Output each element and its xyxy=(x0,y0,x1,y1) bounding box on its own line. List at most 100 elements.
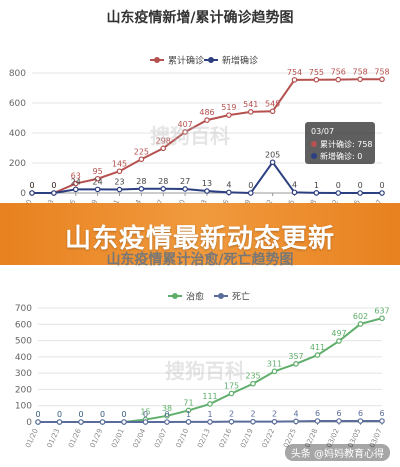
chart1-data-label: 519 xyxy=(221,103,236,112)
chart2-point xyxy=(357,418,364,424)
chart1-data-label: 0 xyxy=(29,181,34,190)
chart2-point xyxy=(336,418,342,424)
chart2-x-tick-label: 01/29 xyxy=(89,427,105,449)
chart2-legend-label: 治愈 xyxy=(186,291,204,303)
chart2-data-label: 0 xyxy=(143,410,148,419)
chart1-data-label: 28 xyxy=(136,177,146,186)
chart2-y-tick-label: 100 xyxy=(15,402,32,412)
chart2-data-label: 0 xyxy=(121,410,126,419)
chart1-point xyxy=(379,76,385,83)
chart2-point xyxy=(185,419,192,425)
chart2-data-label: 0 xyxy=(35,410,40,419)
chart1-point xyxy=(72,186,79,193)
chart1-point xyxy=(72,180,79,187)
chart2-data-label: 2 xyxy=(250,410,255,419)
chart2-data-label: 0 xyxy=(78,410,83,419)
chart2-point xyxy=(164,419,170,425)
chart1-y-tick-label: 0 xyxy=(20,189,26,199)
chart2-series-line-1 xyxy=(38,420,382,423)
chart1-legend-label: 新增确诊 xyxy=(222,55,258,67)
chart2-point xyxy=(99,419,106,425)
chart2-point xyxy=(293,361,299,367)
chart2-point xyxy=(121,419,127,425)
chart1-data-label: 63 xyxy=(71,172,81,181)
chart1-point xyxy=(204,117,210,123)
chart2-y-tick-label: 200 xyxy=(15,385,32,395)
chart1-data-label: 24 xyxy=(93,177,103,186)
chart1-point xyxy=(182,186,188,192)
chart1-data-label: 541 xyxy=(243,100,258,109)
chart2-legend-dot xyxy=(172,293,178,299)
chart1-point xyxy=(226,189,232,196)
chart1-data-label: 0 xyxy=(336,181,341,190)
chart1-point xyxy=(94,175,101,182)
chart2-data-label: 411 xyxy=(310,343,325,352)
chart1-data-label: 0 xyxy=(379,181,384,190)
chart1-point xyxy=(29,190,35,196)
chart2-point xyxy=(228,390,235,397)
chart2-data-label: 111 xyxy=(202,392,217,401)
chart2-x-tick-label: 01/23 xyxy=(46,427,62,449)
chart2-data-label: 2 xyxy=(229,410,234,419)
chart1-point xyxy=(160,145,167,152)
chart2-point xyxy=(379,418,385,424)
chart2-point xyxy=(314,418,321,424)
chart2-data-label: 1 xyxy=(207,410,212,419)
chart2-data-label: 602 xyxy=(353,312,368,321)
chart2-data-label: 2 xyxy=(272,410,277,419)
chart1-data-label: 486 xyxy=(199,108,214,117)
chart1-title: 山东疫情新增/累计确诊趋势图 xyxy=(106,10,294,26)
chart2-title: 山东疫情累计治愈/死亡趋势图 xyxy=(106,252,294,268)
chart1-data-label: 0 xyxy=(29,181,34,190)
chart1-data-label: 758 xyxy=(374,67,389,76)
chart1-data-label: 0 xyxy=(358,181,363,190)
chart1-data-label: 758 xyxy=(352,67,367,76)
chart2-point xyxy=(56,419,63,425)
chart1-data-label: 4 xyxy=(226,180,231,189)
chart1-svg: 020040060080001/2001/2301/2601/2902/0102… xyxy=(9,55,390,221)
chart2-point xyxy=(336,338,342,344)
chart1-point xyxy=(291,189,298,196)
chart1-point xyxy=(116,168,123,175)
source-credit: 头条 @妈妈教育心得 xyxy=(284,444,390,461)
chart2-data-label: 0 xyxy=(121,410,126,419)
chart1-legend-dot xyxy=(208,57,214,63)
chart1-data-label: 225 xyxy=(134,147,149,156)
chart2-x-tick-label: 02/13 xyxy=(196,427,212,449)
chart2-point xyxy=(250,418,256,425)
chart2-y-tick-label: 600 xyxy=(15,320,32,330)
chart1-tooltip-box xyxy=(305,122,375,164)
chart1-data-label: 27 xyxy=(180,177,190,186)
chart2-point xyxy=(78,419,84,425)
chart2-point xyxy=(164,413,170,419)
watermark-2: 搜狗百科 xyxy=(165,359,245,383)
chart2-y-tick-label: 0 xyxy=(26,418,32,428)
chart2-data-label: 0 xyxy=(100,410,105,419)
chart1-tooltip-dot xyxy=(311,153,317,159)
chart2-y-tick-label: 300 xyxy=(15,369,32,379)
chart2-data-label: 6 xyxy=(336,409,341,418)
chart2-data-label: 4 xyxy=(293,409,298,418)
headline-text: 山东疫情最新动态更新 xyxy=(64,224,335,254)
chart2-point xyxy=(207,401,213,407)
chart1-point xyxy=(247,190,254,196)
chart1-tooltip-row: 累计确诊: 758 xyxy=(320,139,373,149)
chart2-point xyxy=(185,407,192,414)
chart2-x-tick-label: 02/10 xyxy=(175,427,191,449)
chart1-tooltip-title: 03/07 xyxy=(311,127,334,136)
chart2-point xyxy=(56,419,63,425)
chart2-point xyxy=(99,419,106,425)
chart2-legend-dot xyxy=(218,293,224,299)
chart1-data-label: 545 xyxy=(265,99,280,108)
chart1-point xyxy=(51,190,57,196)
chart1-data-label: 0 xyxy=(51,181,56,190)
chart1-point xyxy=(357,190,363,196)
chart1-data-label: 145 xyxy=(112,159,127,168)
chart1-tooltip-row: 新增确诊: 0 xyxy=(320,151,362,161)
chart1-point xyxy=(335,190,342,196)
chart2-point xyxy=(35,419,41,425)
chart2-data-label: 311 xyxy=(267,359,282,368)
chart2-data-label: 0 xyxy=(164,410,169,419)
chart1-data-label: 205 xyxy=(265,150,280,159)
chart1-point xyxy=(269,159,276,166)
